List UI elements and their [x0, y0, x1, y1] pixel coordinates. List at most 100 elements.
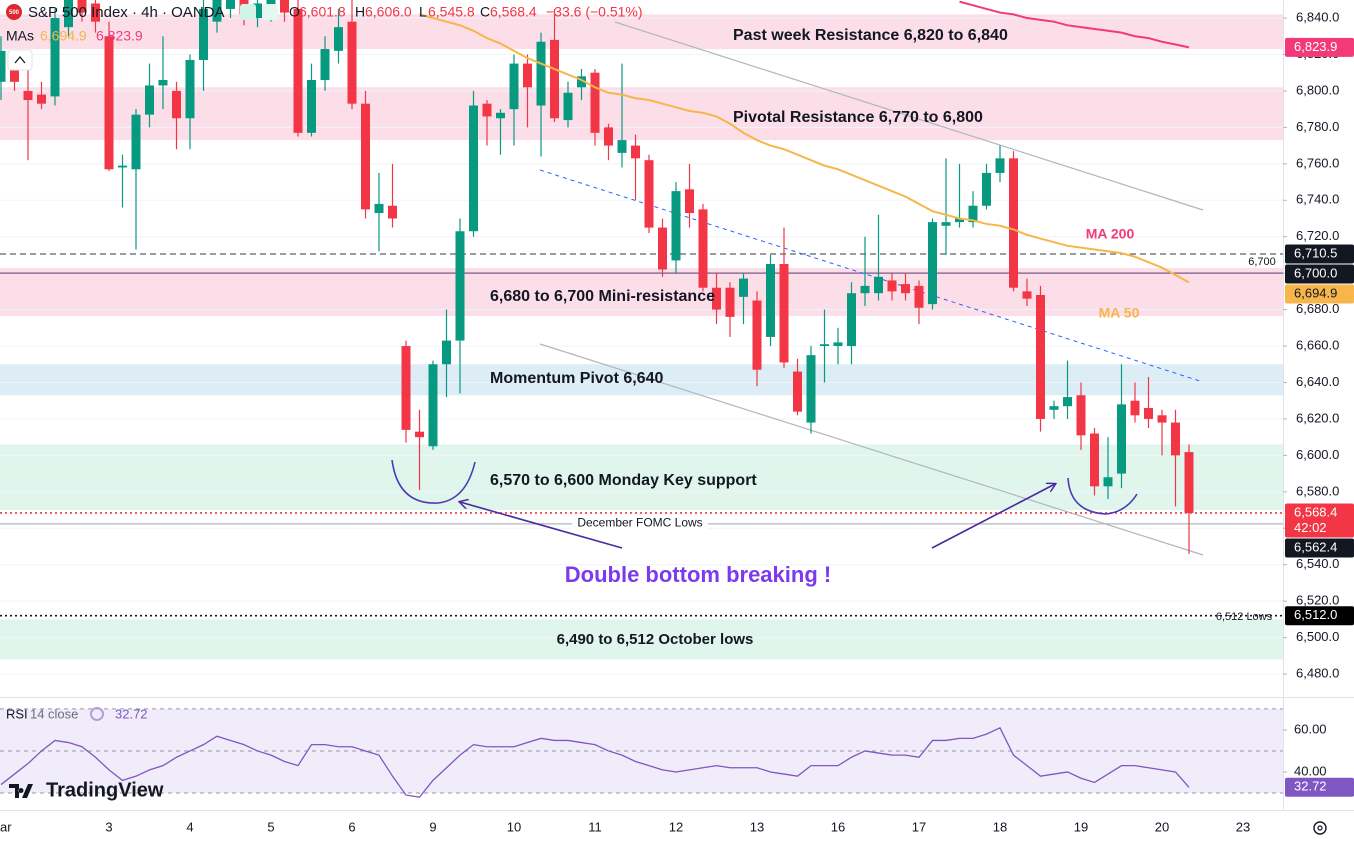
y-tick-label: 6,480.0 [1296, 665, 1339, 680]
rsi-tag [1285, 777, 1354, 797]
candle-body [1049, 406, 1059, 410]
collapse-button[interactable] [7, 49, 33, 71]
ohlc-letter: H [355, 4, 365, 20]
candle-body [536, 41, 546, 106]
candle-body [820, 344, 829, 347]
x-tick-label: 16 [831, 819, 845, 834]
rsi-value: 32.72 [115, 706, 148, 721]
rsi-length: 14 [30, 706, 44, 721]
y-tick-label: 6,660.0 [1296, 337, 1339, 352]
moving-averages [419, 0, 1190, 284]
candle-body [523, 63, 532, 88]
settings[interactable] [1313, 821, 1327, 835]
candle-body [91, 3, 100, 22]
candle-body [1157, 415, 1167, 423]
candle-body [482, 103, 492, 117]
rsi-name: RSI [6, 706, 28, 721]
candles [0, 0, 1194, 555]
candle-body [847, 293, 856, 347]
upper-channel [614, 21, 1204, 211]
candle-body [1022, 291, 1032, 299]
candle-body [550, 39, 559, 119]
candle-body [712, 287, 721, 310]
bottom-curve-left [391, 459, 476, 504]
y-tick-label: 60.00 [1294, 721, 1327, 736]
candle-body [361, 103, 370, 210]
price-tag-label: 6,694.9 [1294, 285, 1337, 300]
candle-body [226, 0, 235, 9]
candle-body [955, 218, 964, 223]
candle-body [725, 287, 735, 317]
ohlc-letter: C [480, 4, 490, 20]
price-tag [1285, 244, 1354, 264]
candle-body [671, 191, 681, 261]
y-tick-label: 6,620.0 [1296, 410, 1339, 425]
ohlc-value: 6,606.0 [365, 4, 412, 20]
ma-label: MA 50 [1099, 305, 1140, 321]
ohlc-value: 6,601.8 [299, 4, 346, 20]
candle-body [1171, 422, 1180, 456]
brand-logo [9, 784, 33, 798]
price-tag [1285, 264, 1354, 284]
zone [0, 364, 1283, 396]
candle-body [590, 72, 600, 133]
moving-average [959, 0, 1190, 49]
arrow-left [460, 502, 623, 549]
candle-body [901, 284, 910, 294]
candle-body [77, 0, 87, 13]
candle-body [631, 145, 640, 159]
zone-label: Pivotal Resistance 6,770 to 6,800 [733, 109, 983, 126]
x-tick-label: 4 [186, 819, 193, 834]
zone-label: Past week Resistance 6,820 to 6,840 [733, 27, 1008, 44]
ohlc-letter: O [289, 4, 300, 20]
x-tick-label: 13 [750, 819, 764, 834]
candle-body [320, 49, 330, 80]
x-tick-label: 6 [348, 819, 355, 834]
ma-value: 6,823.9 [96, 28, 143, 44]
candle-body [644, 160, 654, 228]
price-tag [1285, 37, 1354, 57]
candle-body [874, 276, 883, 294]
header-icon[interactable] [240, 4, 256, 20]
y-tick-label: 6,600.0 [1296, 447, 1339, 462]
zone-label: Momentum Pivot 6,640 [490, 370, 663, 387]
settings-icon[interactable] [1313, 821, 1327, 835]
candle-body [10, 69, 19, 82]
arrow-right [931, 484, 1055, 549]
y-tick-label: 6,500.0 [1296, 629, 1339, 644]
candle-body [1036, 295, 1045, 419]
candle-body [469, 105, 478, 232]
price-tag-label: 6,512.0 [1294, 607, 1337, 622]
ma-value: 6,694.9 [40, 28, 87, 44]
line-label: December FOMC Lows [577, 516, 702, 530]
candle-body [374, 203, 384, 214]
rsi-line [0, 726, 1190, 798]
bottom-curve-right [1067, 477, 1138, 515]
y-tick-label: 6,780.0 [1296, 119, 1339, 134]
candle-body [172, 90, 181, 119]
y-tick-label: 40.00 [1294, 763, 1327, 778]
candle-body [199, 8, 208, 60]
header-icon[interactable] [262, 4, 278, 20]
symbol-logo [6, 4, 22, 20]
candle-body [158, 79, 168, 86]
price-tag-label: 6,710.5 [1294, 245, 1337, 260]
brand: TradingView [9, 779, 164, 801]
x-tick-label: 18 [993, 819, 1007, 834]
candle-body [23, 90, 33, 101]
candle-body [415, 431, 424, 438]
y-tick-label: 6,840.0 [1296, 9, 1339, 24]
x-tick-label: 9 [429, 819, 436, 834]
candle-body [131, 114, 141, 170]
rsi-icon [90, 707, 104, 721]
x-tick-label: 23 [1236, 819, 1250, 834]
rsi-pane [0, 708, 1283, 798]
price-tag [1285, 606, 1354, 626]
candle-body [887, 280, 897, 292]
line-label: 6,700 [1248, 256, 1276, 268]
candle-body [1144, 407, 1153, 419]
candle-body [1117, 404, 1126, 474]
zone-label: 6,490 to 6,512 October lows [557, 631, 754, 648]
candle-body [280, 0, 289, 13]
